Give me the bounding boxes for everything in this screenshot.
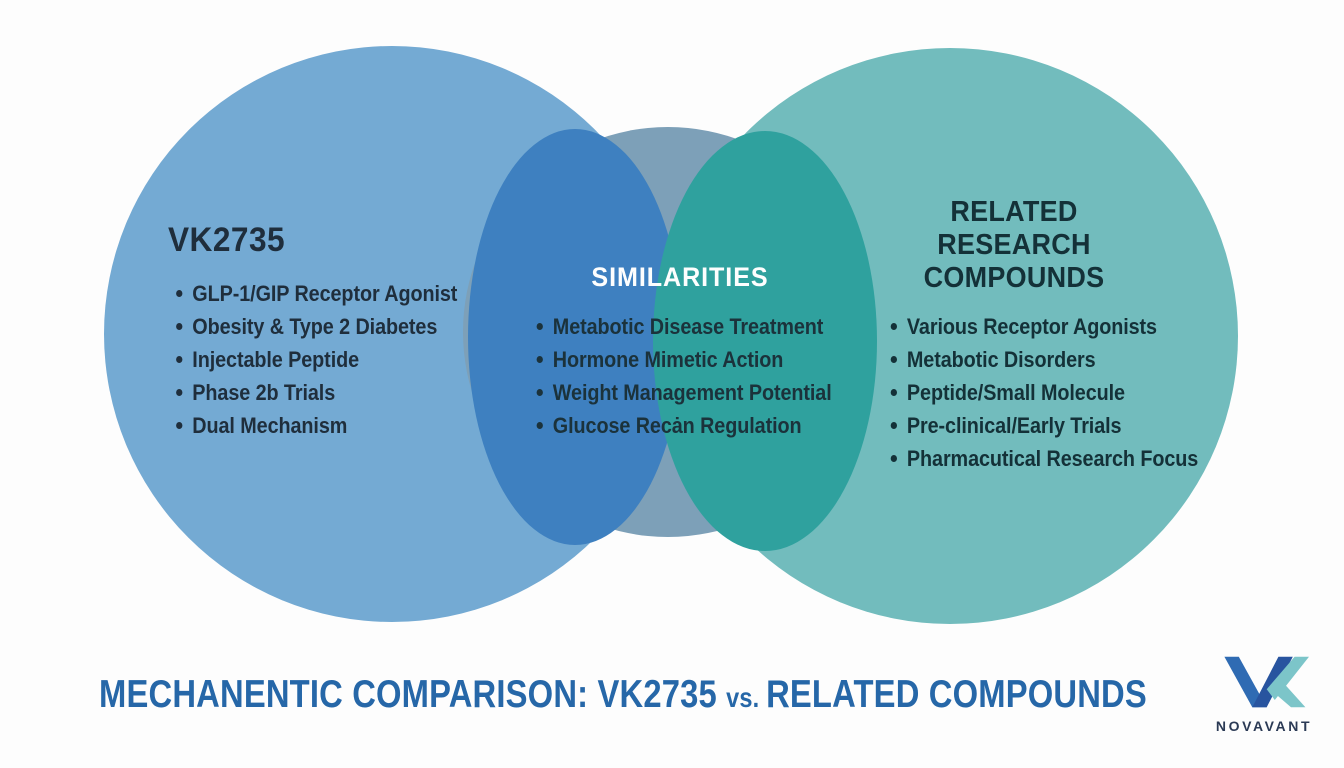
list-item: Hormone Mimetic Action bbox=[536, 343, 805, 376]
list-item: Weight Management Potential bbox=[536, 376, 832, 409]
list-item: Phase 2b Trials bbox=[176, 376, 465, 409]
right-bullet-list: Various Receptor Agonists Metabotic Diso… bbox=[879, 310, 1198, 475]
left-circle-title: VK2735 bbox=[168, 221, 286, 259]
brand-name: NOVAVANT bbox=[1215, 718, 1313, 734]
page-title-text: RELATED COMPOUNDS bbox=[766, 673, 1147, 716]
list-item: Metabotic Disease Treatment bbox=[536, 310, 823, 343]
similarities-bullet-list: Metabotic Disease Treatment Hormone Mime… bbox=[524, 310, 832, 442]
list-item-label: Injectable Peptide bbox=[192, 347, 360, 372]
list-item-label: GLP-1/GIP Receptor Agonist bbox=[192, 281, 458, 306]
list-item: Pharmacutical Research Focus bbox=[890, 442, 1198, 475]
bullet-dot-icon bbox=[176, 422, 183, 429]
list-item: Injectable Peptide bbox=[176, 343, 465, 376]
list-item: Dual Mechanism bbox=[176, 409, 465, 442]
novavant-logo-icon bbox=[1224, 656, 1309, 708]
overlap-blue-shape bbox=[468, 129, 682, 545]
bullet-dot-icon bbox=[176, 323, 183, 330]
list-item-label: Obesity & Type 2 Diabetes bbox=[192, 314, 438, 339]
list-item-label: Peptide/Small Molecule bbox=[906, 380, 1125, 405]
list-item-label: Dual Mechanism bbox=[192, 413, 348, 438]
bullet-dot-icon bbox=[890, 389, 897, 396]
page-title-vs: vs. bbox=[726, 682, 767, 713]
list-item: Peptide/Small Molecule bbox=[890, 376, 1125, 409]
page-title-text: MECHANENTIC COMPARISON: VK2735 bbox=[99, 673, 727, 716]
similarities-title: SIMILARITIES bbox=[591, 262, 769, 292]
bullet-dot-icon bbox=[890, 356, 897, 363]
list-item-label: Pre-clinical/Early Trials bbox=[906, 413, 1122, 438]
list-item-label: Various Receptor Agonists bbox=[906, 314, 1157, 339]
left-bullet-list: GLP-1/GIP Receptor Agonist Obesity & Typ… bbox=[168, 277, 465, 442]
list-item-label: Metabotic Disease Treatment bbox=[552, 314, 824, 339]
page-title: MECHANENTIC COMPARISON: VK2735 vs. RELAT… bbox=[99, 673, 1147, 717]
brand-block: NOVAVANT bbox=[1204, 652, 1324, 734]
right-circle-panel: RELATED RESEARCH COMPOUNDS Various Recep… bbox=[879, 196, 1198, 475]
list-item-label: Phase 2b Trials bbox=[192, 380, 336, 405]
bullet-dot-icon bbox=[176, 389, 183, 396]
left-circle-panel: VK2735 GLP-1/GIP Receptor Agonist Obesit… bbox=[168, 222, 498, 442]
bullet-dot-icon bbox=[176, 356, 183, 363]
overlap-teal-shape bbox=[653, 131, 877, 551]
list-item: Glucose Recȧn Regulation bbox=[536, 409, 805, 442]
right-circle-title: RELATED RESEARCH COMPOUNDS bbox=[923, 196, 1105, 294]
list-item-label: Glucose Recȧn Regulation bbox=[552, 413, 802, 438]
list-item: Obesity & Type 2 Diabetes bbox=[176, 310, 465, 343]
bullet-dot-icon bbox=[536, 389, 543, 396]
bullet-dot-icon bbox=[536, 422, 543, 429]
bullet-dot-icon bbox=[890, 422, 897, 429]
bullet-dot-icon bbox=[890, 455, 897, 462]
logo-v-right-stroke bbox=[1252, 656, 1293, 708]
bullet-dot-icon bbox=[536, 356, 543, 363]
list-item: Metabotic Disorders bbox=[890, 343, 1122, 376]
list-item-label: Pharmacutical Research Focus bbox=[906, 446, 1199, 471]
bullet-dot-icon bbox=[890, 323, 897, 330]
list-item-label: Hormone Mimetic Action bbox=[552, 347, 784, 372]
logo-k-leg bbox=[1272, 680, 1306, 708]
logo-v-left-stroke bbox=[1224, 656, 1267, 708]
similarities-panel: SIMILARITIES Metabotic Disease Treatment… bbox=[524, 262, 836, 442]
list-item: Pre-clinical/Early Trials bbox=[890, 409, 1122, 442]
bullet-dot-icon bbox=[176, 290, 183, 297]
list-item-label: Metabotic Disorders bbox=[906, 347, 1096, 372]
list-item-label: Weight Management Potential bbox=[552, 380, 832, 405]
list-item: GLP-1/GIP Receptor Agonist bbox=[176, 277, 465, 310]
bullet-dot-icon bbox=[536, 323, 543, 330]
list-item: Various Receptor Agonists bbox=[890, 310, 1157, 343]
